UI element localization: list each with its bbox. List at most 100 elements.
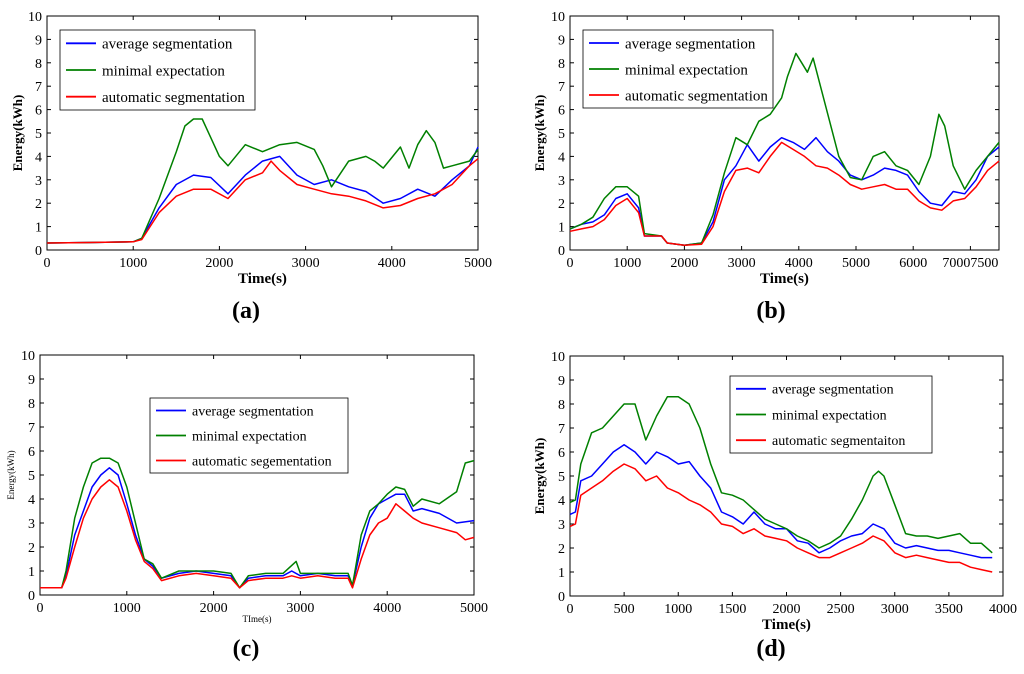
- panel-d-ytick-label: 3: [558, 518, 565, 533]
- panel-c-x-axis-label: TIme(s): [243, 614, 272, 624]
- panel-d-legend-label-automatic: automatic segmentaiton: [772, 434, 905, 449]
- panel-a-series-average-line: [46, 146, 479, 244]
- panel-c-xtick-label: 2000: [200, 601, 228, 616]
- panel-a-xtick-label: 2000: [205, 256, 233, 271]
- panel-d-xtick-label: 3500: [935, 602, 963, 617]
- panel-b-legend-label-minimal: minimal expectation: [625, 62, 748, 78]
- panel-c-ytick-label: 2: [28, 541, 35, 556]
- panel-c-ytick-label: 4: [28, 493, 35, 508]
- panel-b-ytick-label: 2: [558, 197, 565, 212]
- panel-c-ytick-label: 6: [28, 445, 35, 460]
- panel-b-ytick-label: 7: [558, 80, 565, 95]
- panel-d-xtick-label: 3000: [881, 602, 909, 617]
- panel-c-xtick-label: 4000: [373, 601, 401, 616]
- panel-b-legend-label-average: average segmentation: [625, 36, 756, 52]
- panel-b-xtick-label: 70007500: [942, 256, 998, 271]
- panel-c-series-average-line: [40, 467, 475, 589]
- panel-a-ytick-label: 8: [35, 57, 42, 72]
- panel-c-y-axis-label: Energy(kWh): [6, 450, 16, 499]
- panel-c-ytick-label: 8: [28, 397, 35, 412]
- panel-a-ytick-label: 1: [35, 221, 42, 236]
- panel-b-caption-label: (b): [756, 298, 785, 324]
- panel-d-ytick-label: 4: [558, 494, 565, 509]
- panel-c-legend-label-minimal: minimal expectation: [192, 429, 307, 444]
- panel-c-legend-label-average: average segmentation: [192, 404, 314, 419]
- panel-c-series-automatic-line: [40, 479, 475, 589]
- panel-b-xtick-label: 0: [567, 256, 574, 271]
- panel-a-series-minimal-line: [46, 118, 479, 244]
- panel-a-legend-label-average: average segmentation: [102, 37, 233, 53]
- panel-b-ytick-label: 9: [558, 33, 565, 48]
- panel-b-ytick-label: 0: [558, 244, 565, 259]
- panel-c-xtick-label: 1000: [113, 601, 141, 616]
- panel-d-xtick-label: 0: [567, 602, 574, 617]
- panel-a-ytick-label: 7: [35, 80, 42, 95]
- panel-d-y-axis-label: Energy(kWh): [532, 438, 547, 515]
- panel-c-ytick-label: 3: [28, 517, 35, 532]
- panel-a-y-axis-label: Energy(kWh): [10, 95, 25, 172]
- panel-c-ytick-label: 10: [21, 349, 35, 364]
- panel-d-ytick-label: 7: [558, 422, 565, 437]
- panel-b-ytick-label: 10: [551, 10, 565, 25]
- panel-d-ytick-label: 5: [558, 470, 565, 485]
- panel-d-series-average-line: [569, 444, 993, 559]
- panel-a-ytick-label: 10: [28, 10, 42, 25]
- panel-b-x-axis-label: Time(s): [760, 271, 809, 287]
- panel-d-legend-label-average: average segmentation: [772, 383, 894, 398]
- panel-c-ytick-label: 0: [28, 589, 35, 604]
- panel-c-ytick-label: 9: [28, 373, 35, 388]
- panel-a-xtick-label: 5000: [464, 256, 492, 271]
- panel-b-ytick-label: 6: [558, 104, 565, 119]
- panel-b-xtick-label: 2000: [670, 256, 698, 271]
- panel-a-ytick-label: 9: [35, 33, 42, 48]
- panel-b-ytick-label: 1: [558, 221, 565, 236]
- panel-b-xtick-label: 1000: [613, 256, 641, 271]
- panel-d-xtick-label: 1500: [718, 602, 746, 617]
- panel-b-ytick-label: 4: [558, 150, 565, 165]
- panel-b-y-axis-label: Energy(kWh): [532, 95, 547, 172]
- panel-d-ytick-label: 8: [558, 398, 565, 413]
- panel-b: 0 1 2 3 4 5 6 7 8 9 10 0 1000 2000 3000 4000 5000 6000 700…: [532, 10, 1000, 324]
- panel-c-caption-label: (c): [233, 636, 260, 662]
- panel-c-ytick-label: 7: [28, 421, 35, 436]
- panel-c-legend: average segmentation minimal expectation a…: [149, 397, 349, 474]
- panel-a-xtick-label: 3000: [292, 256, 320, 271]
- panel-b-xtick-label: 4000: [785, 256, 813, 271]
- panel-d-ytick-label: 0: [558, 590, 565, 605]
- panel-c-xtick-label: 3000: [286, 601, 314, 616]
- panel-c-xtick-label: 0: [37, 601, 44, 616]
- panel-b-ytick-label: 8: [558, 57, 565, 72]
- panel-a-ytick-label: 3: [35, 174, 42, 189]
- panel-b-xtick-label: 3000: [728, 256, 756, 271]
- panel-b-series-average-line: [569, 136, 1000, 247]
- panel-d-xtick-label: 1000: [664, 602, 692, 617]
- panel-b-xtick-label: 5000: [842, 256, 870, 271]
- panel-a-xtick-label: 0: [44, 256, 51, 271]
- panel-d-ytick-label: 6: [558, 446, 565, 461]
- panel-a-series-automatic-line: [46, 158, 479, 244]
- panel-a-legend-label-minimal: minimal expectation: [102, 63, 225, 79]
- panel-a-ytick-label: 5: [35, 127, 42, 142]
- panel-b-xtick-label: 6000: [899, 256, 927, 271]
- panel-b-series-automatic-line: [569, 141, 1000, 247]
- panel-d-legend: average segmentation minimal expectation a…: [729, 375, 933, 454]
- panel-c-ytick-label: 1: [28, 565, 35, 580]
- panel-d: 0 1 2 3 4 5 6 7 8 9 10 0 500 1000 1500 2000 2500 3000 3500…: [532, 350, 1017, 662]
- panel-c-xtick-label: 5000: [460, 601, 488, 616]
- panel-d-ytick-label: 9: [558, 374, 565, 389]
- panel-d-xtick-label: 4000: [989, 602, 1017, 617]
- panel-d-xtick-label: 2500: [827, 602, 855, 617]
- panel-c-plot-area: [39, 354, 475, 596]
- panel-d-xtick-label: 2000: [773, 602, 801, 617]
- panel-d-caption-label: (d): [756, 636, 785, 662]
- panel-a-caption-label: (a): [232, 298, 260, 324]
- panel-a-ytick-label: 4: [35, 150, 42, 165]
- panel-a: 0 1 2 3 4 5 6 7 8 9 10 0 1000 2000 3000 4000 5000 Time(s)…: [10, 10, 492, 324]
- panel-b-ytick-label: 5: [558, 127, 565, 142]
- panel-b-legend-label-automatic: automatic segmentation: [625, 88, 768, 104]
- panel-a-ytick-label: 6: [35, 104, 42, 119]
- panel-c-legend-label-automatic: automatic segementation: [192, 454, 332, 469]
- panel-a-legend-label-automatic: automatic segmentation: [102, 90, 245, 106]
- panel-b-legend: average segmentation minimal expectation a…: [582, 29, 774, 109]
